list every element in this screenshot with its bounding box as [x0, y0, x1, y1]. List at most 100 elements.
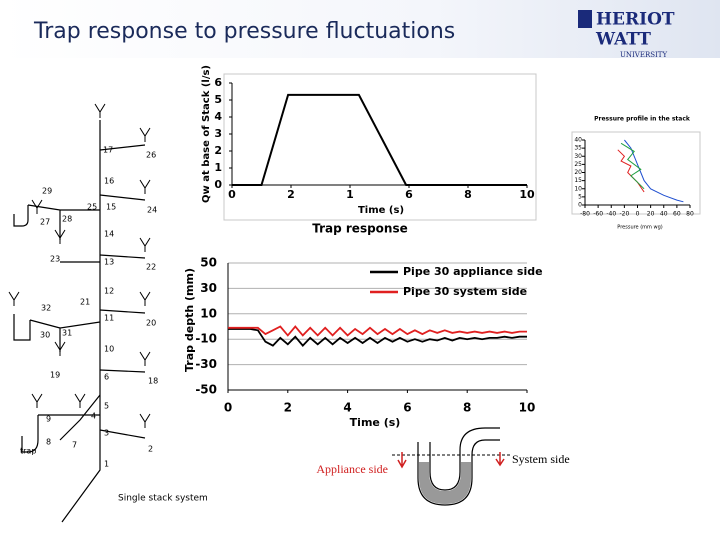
node-label: 17	[103, 146, 113, 155]
node-label: 19	[50, 371, 60, 380]
x-axis-label: Time (s)	[358, 205, 404, 216]
series-line	[228, 328, 527, 347]
node-label: 9	[46, 415, 51, 424]
vents	[8, 103, 151, 428]
vent	[139, 291, 151, 306]
node-label: 6	[104, 373, 109, 382]
y-axis-label: Qw at base of Stack (l/s)	[201, 65, 212, 203]
node-label: 23	[50, 255, 60, 264]
vent	[139, 179, 151, 194]
series-line	[228, 325, 527, 337]
node-label: 5	[104, 402, 109, 411]
node-label: 8	[46, 438, 51, 447]
y-tick-label: 50	[200, 256, 217, 270]
logo-crest	[578, 10, 592, 28]
vent	[8, 291, 20, 306]
legend-label: Pipe 30 system side	[403, 285, 527, 298]
x-tick-label: 0	[224, 401, 232, 415]
x-tick-label: -80	[580, 211, 590, 218]
node-label: 16	[104, 177, 114, 186]
system-label: System side	[512, 452, 570, 466]
node-label: 28	[62, 215, 72, 224]
node-label: 30	[40, 331, 50, 340]
vent	[74, 393, 86, 408]
vent	[94, 103, 106, 118]
y-tick-label: 0	[578, 202, 582, 209]
y-tick-label: 15	[574, 177, 582, 184]
x-tick-label: 10	[519, 188, 535, 201]
node-label: 12	[104, 287, 114, 296]
logo-line: HERIOT	[596, 10, 675, 30]
node-label: 21	[80, 298, 90, 307]
x-tick-label: 4	[343, 401, 351, 415]
y-tick-label: -10	[195, 332, 217, 346]
node-label: 7	[72, 441, 77, 450]
node-label: 1	[104, 460, 109, 469]
y-tick-label: 3	[214, 127, 222, 140]
x-tick-label: 6	[403, 401, 411, 415]
logo-line: WATT	[595, 30, 651, 50]
x-tick-label: 8	[463, 401, 471, 415]
x-axis-label: Pressure (mm wg)	[617, 225, 662, 231]
vent	[139, 127, 151, 142]
x-tick-label: -20	[619, 211, 629, 218]
x-tick-label: -60	[593, 211, 603, 218]
series-line	[620, 142, 645, 190]
node-label: 31	[62, 329, 72, 338]
y-tick-label: 5	[214, 93, 222, 106]
stack-pipes	[13, 120, 146, 523]
vent	[31, 199, 43, 214]
node-label: 20	[146, 319, 156, 328]
y-tick-label: 1	[214, 161, 222, 174]
node-label: 22	[146, 263, 156, 272]
chart-frame	[571, 131, 701, 215]
series-line	[624, 139, 684, 203]
y-tick-label: 10	[574, 185, 582, 192]
series-line	[232, 93, 527, 186]
arrow	[495, 452, 505, 467]
y-tick-label: 30	[200, 281, 217, 295]
diagram-caption: Single stack system	[118, 494, 208, 504]
x-tick-label: 60	[673, 211, 681, 218]
node-label: 18	[148, 377, 158, 386]
node-label: 11	[104, 314, 114, 323]
vent	[139, 237, 151, 252]
x-tick-label: 20	[647, 211, 655, 218]
logo: HERIOT WATT UNIVERSITY	[578, 10, 675, 59]
node-label: 25	[87, 203, 97, 212]
y-tick-label: 4	[214, 110, 222, 123]
vent	[54, 229, 66, 244]
trap-water	[419, 462, 471, 504]
node-label: 32	[41, 304, 51, 313]
x-tick-label: 0	[636, 211, 640, 218]
node-label: 14	[104, 230, 114, 239]
y-tick-label: 2	[214, 144, 222, 157]
y-tick-label: 40	[574, 137, 582, 144]
x-tick-label: 1	[346, 188, 354, 201]
node-label: 13	[104, 258, 114, 267]
y-tick-label: 6	[214, 76, 222, 89]
vent	[31, 393, 43, 408]
node-label: 10	[104, 345, 114, 354]
node-label: 15	[106, 203, 116, 212]
chart-frame	[223, 73, 537, 221]
arrow	[397, 452, 407, 469]
y-axis-label: Trap depth (mm)	[183, 268, 196, 372]
x-tick-label: 8	[464, 188, 472, 201]
trap-outer	[417, 439, 500, 506]
node-label: 3	[104, 429, 109, 438]
y-tick-label: 0	[214, 178, 222, 191]
node-label: 27	[40, 218, 50, 227]
trap-label: trap	[20, 447, 36, 456]
node-label: 24	[147, 206, 157, 215]
y-tick-label: 30	[574, 153, 582, 160]
y-tick-label: 5	[578, 193, 582, 200]
y-tick-label: 25	[574, 161, 582, 168]
x-tick-label: 6	[405, 188, 413, 201]
chart-title: Pressure profile in the stack	[594, 116, 691, 123]
y-tick-label: 20	[574, 169, 582, 176]
x-tick-label: 40	[660, 211, 668, 218]
y-tick-label: -30	[195, 357, 217, 371]
x-tick-label: -40	[606, 211, 616, 218]
chart-title: Trap response	[312, 222, 408, 236]
